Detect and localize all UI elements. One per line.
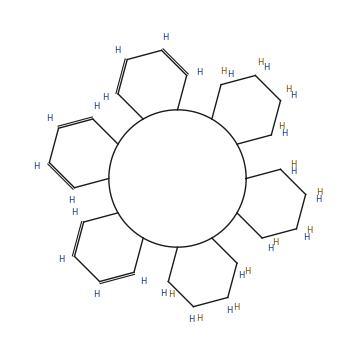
Text: H: H bbox=[290, 160, 296, 169]
Text: H: H bbox=[93, 102, 99, 111]
Text: H: H bbox=[238, 271, 244, 280]
Text: H: H bbox=[188, 315, 195, 325]
Text: H: H bbox=[263, 63, 269, 72]
Text: H: H bbox=[162, 33, 168, 42]
Text: H: H bbox=[267, 244, 274, 253]
Text: H: H bbox=[257, 59, 263, 67]
Text: H: H bbox=[290, 167, 297, 176]
Text: H: H bbox=[168, 290, 174, 299]
Text: H: H bbox=[93, 290, 99, 299]
Text: H: H bbox=[307, 226, 313, 235]
Text: H: H bbox=[115, 46, 121, 55]
Text: H: H bbox=[315, 195, 321, 204]
Text: H: H bbox=[304, 233, 310, 242]
Text: H: H bbox=[68, 196, 74, 205]
Text: H: H bbox=[282, 129, 288, 137]
Text: H: H bbox=[33, 161, 40, 171]
Text: H: H bbox=[233, 303, 240, 312]
Text: H: H bbox=[290, 91, 296, 100]
Text: H: H bbox=[227, 70, 233, 79]
Text: H: H bbox=[316, 188, 322, 197]
Text: H: H bbox=[226, 306, 233, 315]
Text: H: H bbox=[102, 93, 108, 102]
Text: H: H bbox=[71, 208, 77, 217]
Text: H: H bbox=[278, 122, 284, 131]
Text: H: H bbox=[272, 238, 278, 247]
Text: H: H bbox=[140, 277, 147, 286]
Text: H: H bbox=[244, 267, 251, 276]
Text: H: H bbox=[160, 290, 166, 298]
Text: H: H bbox=[46, 114, 52, 123]
Text: H: H bbox=[285, 85, 291, 94]
Text: H: H bbox=[220, 67, 226, 76]
Text: H: H bbox=[58, 255, 65, 264]
Text: H: H bbox=[196, 315, 202, 323]
Text: H: H bbox=[196, 67, 203, 76]
